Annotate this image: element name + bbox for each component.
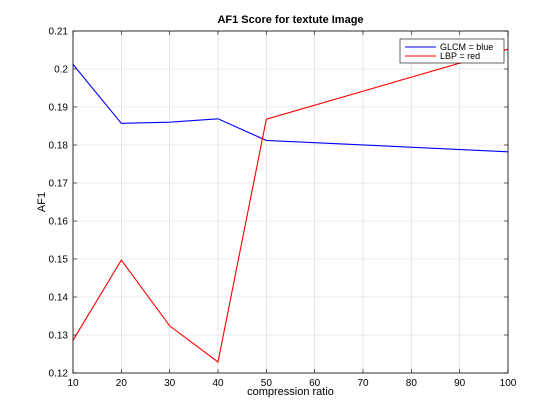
x-tick-label: 30 (164, 378, 176, 389)
y-tick-label: 0.13 (49, 331, 69, 342)
x-tick-label: 50 (261, 378, 273, 389)
y-axis-label: AF1 (36, 192, 48, 212)
x-tick-label: 90 (454, 378, 466, 389)
series-line-lbp (72, 48, 509, 363)
y-tick-label: 0.14 (49, 293, 69, 304)
plot-frame (72, 30, 509, 374)
y-tick-label: 0.17 (49, 179, 69, 190)
series-lines (72, 48, 509, 363)
x-tick-label: 80 (406, 378, 418, 389)
y-tick-label: 0.2 (54, 65, 68, 76)
y-tick-label: 0.15 (49, 255, 69, 266)
legend-box (399, 38, 505, 64)
x-tick-label: 70 (357, 378, 369, 389)
legend-label-lbp: LBP = red (440, 51, 480, 61)
y-tick-label: 0.18 (49, 141, 69, 152)
plot-area (73, 31, 508, 373)
x-tick-label: 100 (500, 378, 517, 389)
x-axis-label: compression ratio (247, 386, 334, 398)
y-tick-label: 0.12 (49, 369, 69, 380)
x-tick-label: 10 (67, 378, 79, 389)
chart-title: AF1 Score for textute Image (217, 14, 363, 26)
x-tick-label: 40 (212, 378, 224, 389)
legend-label-glcm: GLCM = blue (440, 42, 493, 52)
x-tick-label: 60 (309, 378, 321, 389)
y-tick-label: 0.21 (49, 27, 69, 38)
y-tick-label: 0.19 (49, 103, 69, 114)
x-tick-label: 20 (116, 378, 128, 389)
series-line-glcm (72, 64, 509, 153)
y-tick-label: 0.16 (49, 217, 69, 228)
axis-ticks: 10 20 30 40 50 60 70 80 90 100 0.12 0.13 0.14 0.15 0.1… (49, 27, 517, 390)
